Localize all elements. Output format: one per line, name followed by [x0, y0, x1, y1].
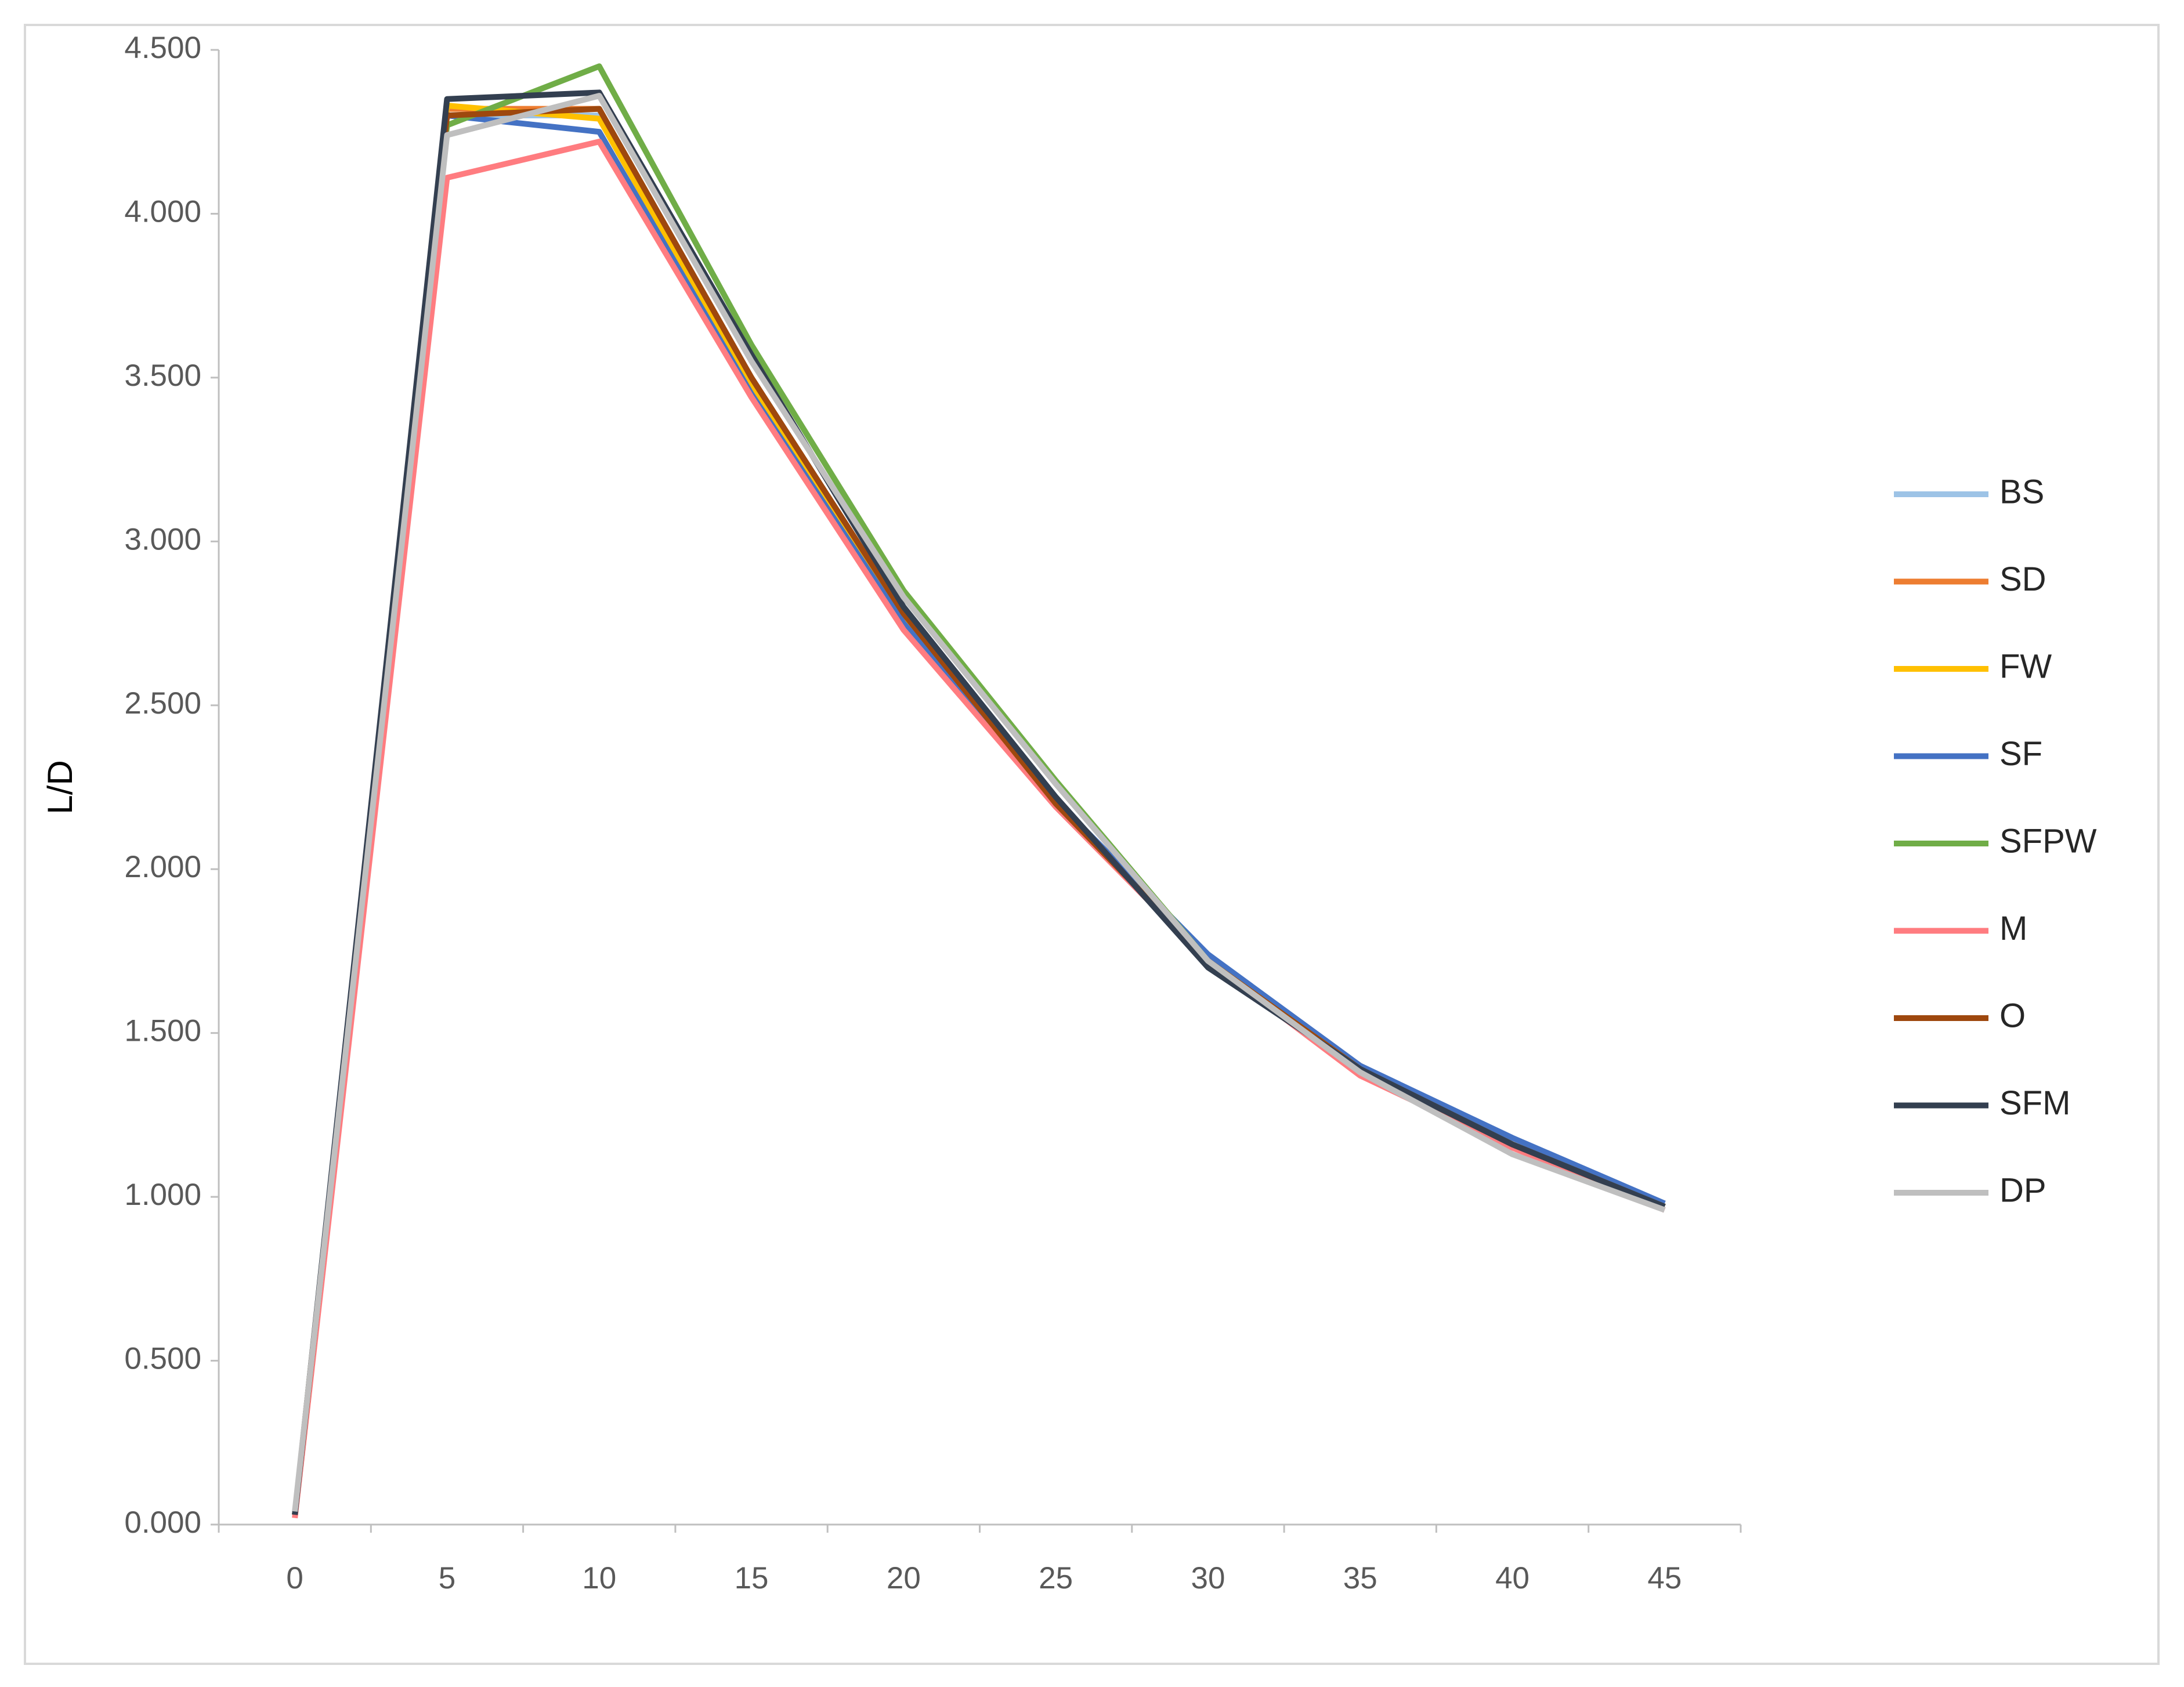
x-tick-label: 30	[1191, 1561, 1225, 1595]
series-line	[292, 93, 1666, 1512]
y-tick-label: 2.500	[124, 686, 201, 721]
legend: BS SD FW SF SFPW M O SFM DP	[1894, 473, 2097, 1209]
series-line	[292, 89, 1666, 1515]
legend-label: BS	[1999, 473, 2044, 511]
y-tick-label: 3.000	[124, 522, 201, 556]
x-tick-label: 20	[887, 1561, 921, 1595]
legend-label: SFPW	[1999, 822, 2097, 860]
y-tick-label: 2.000	[124, 850, 201, 884]
legend-label: SF	[1999, 735, 2042, 773]
legend-label: O	[1999, 997, 2026, 1034]
x-tick-label: 25	[1039, 1561, 1073, 1595]
y-axis-label: L/D	[41, 760, 79, 814]
y-tick-label: 0.500	[124, 1342, 201, 1376]
x-tick-label: 5	[439, 1561, 455, 1595]
y-tick-label: 1.500	[124, 1014, 201, 1048]
x-tick-label: 45	[1647, 1561, 1682, 1595]
legend-label: DP	[1999, 1171, 2046, 1209]
y-tick-label: 1.000	[124, 1178, 201, 1212]
x-tick-label: 40	[1495, 1561, 1529, 1595]
x-tick-label: 10	[582, 1561, 616, 1595]
y-tick-label: 4.500	[124, 31, 201, 65]
x-tick-label: 15	[735, 1561, 769, 1595]
legend-label: SD	[1999, 560, 2046, 598]
legend-label: FW	[1999, 647, 2052, 685]
legend-label: SFM	[1999, 1084, 2070, 1122]
x-tick-label: 35	[1343, 1561, 1377, 1595]
x-tick-label: 0	[286, 1561, 303, 1595]
y-tick-label: 3.500	[124, 359, 201, 393]
y-tick-label: 0.000	[124, 1505, 201, 1540]
y-tick-label: 4.000	[124, 194, 201, 229]
legend-label: M	[1999, 910, 2027, 947]
